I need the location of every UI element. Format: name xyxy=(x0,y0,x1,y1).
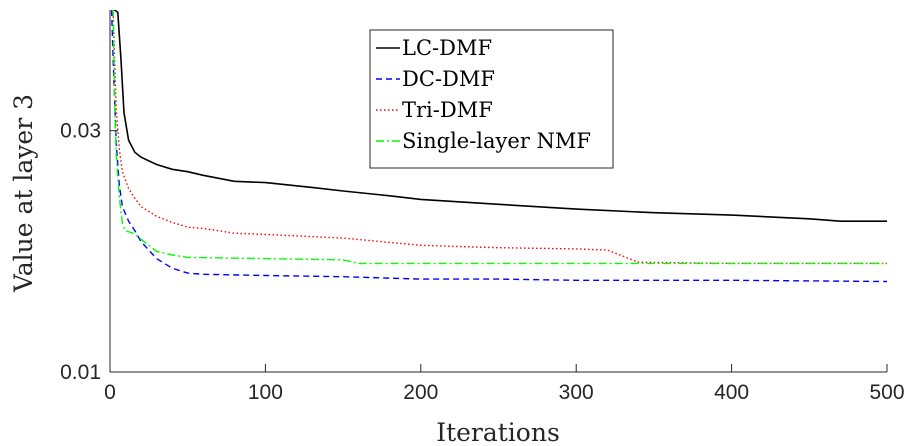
y-tick-label: 0.03 xyxy=(60,120,101,143)
x-tick-label: 100 xyxy=(248,381,283,404)
x-tick-label: 0 xyxy=(104,381,116,404)
series-line-3 xyxy=(111,10,887,265)
x-tick-label: 500 xyxy=(869,381,904,404)
x-tick-label: 300 xyxy=(559,381,594,404)
series-line-2 xyxy=(111,10,887,265)
x-tick-label: 200 xyxy=(403,381,438,404)
legend-label-1: DC-DMF xyxy=(402,67,495,91)
y-tick-label: 0.01 xyxy=(60,361,101,384)
series-line-1 xyxy=(110,10,887,283)
x-axis-title: Iterations xyxy=(436,418,560,446)
x-tick-label: 400 xyxy=(714,381,749,404)
legend-box xyxy=(369,29,614,169)
legend-label-3: Single-layer NMF xyxy=(402,129,591,153)
legend: LC-DMF DC-DMF Tri-DMF Single-layer NMF xyxy=(369,29,614,169)
axes: 0 100 200 300 400 500 0.01 0.03 xyxy=(60,10,905,404)
y-axis-title: Value at layer 3 xyxy=(9,94,38,293)
legend-label-2: Tri-DMF xyxy=(402,98,493,122)
series-line-0 xyxy=(111,10,887,222)
legend-label-0: LC-DMF xyxy=(402,36,492,60)
series-layer xyxy=(110,10,887,283)
